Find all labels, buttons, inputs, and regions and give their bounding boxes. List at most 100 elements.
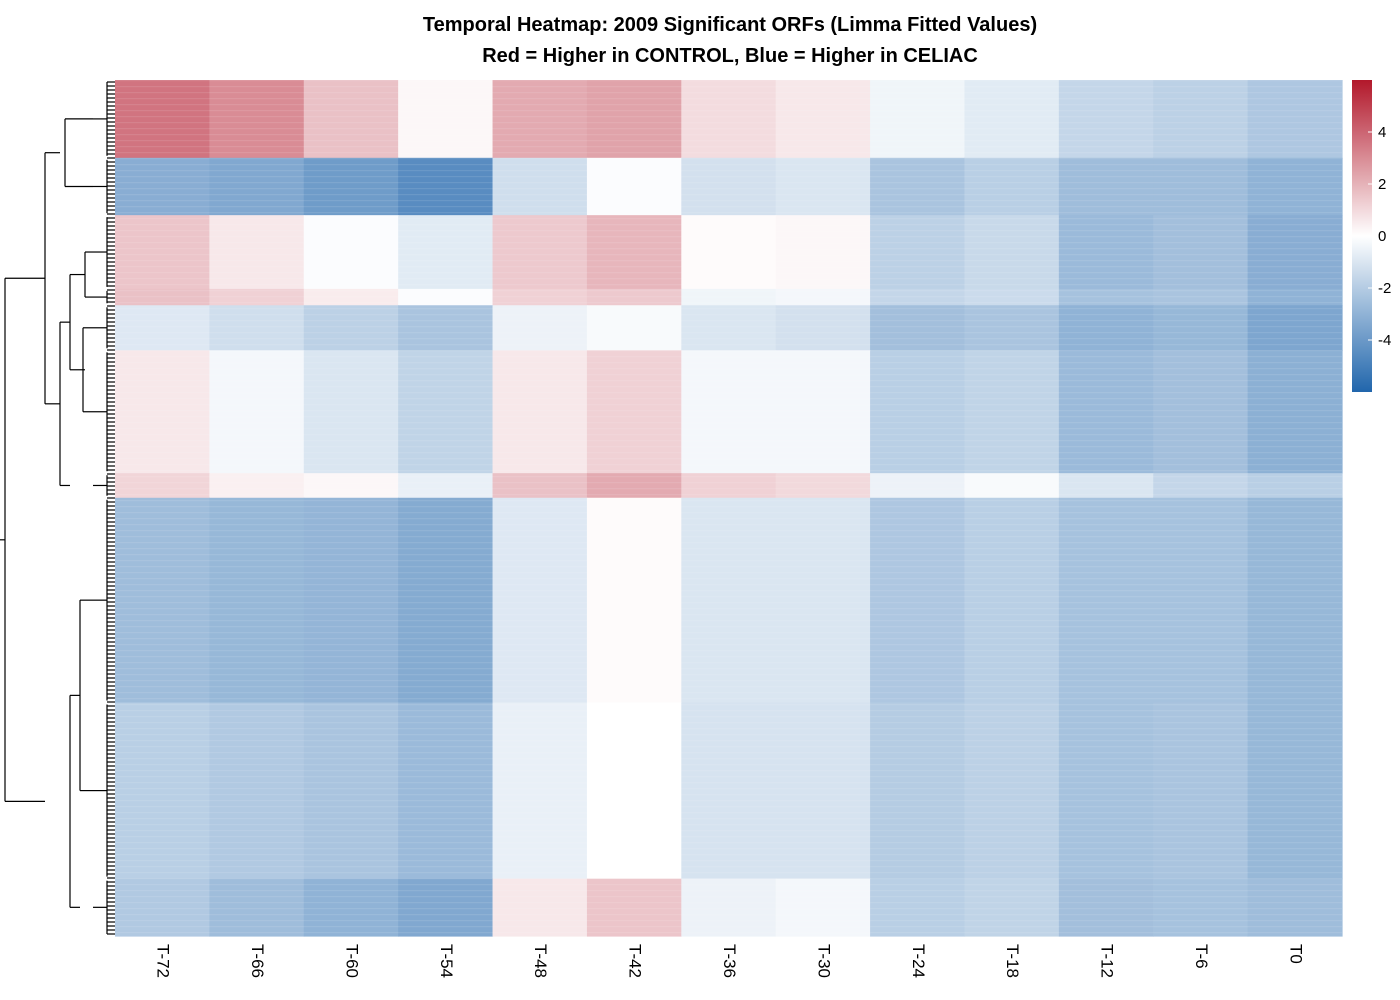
row-dendrogram — [0, 81, 115, 935]
stripe — [115, 98, 1342, 100]
stripe — [115, 782, 1342, 784]
heatmap-cell — [1058, 473, 1154, 499]
stripe — [115, 416, 1342, 418]
stripe — [115, 410, 1342, 412]
heatmap-cell — [492, 157, 588, 216]
heatmap-cell — [115, 497, 210, 704]
heatmap-cell — [492, 350, 588, 474]
heatmap-cell — [398, 215, 494, 290]
stripe — [115, 146, 1342, 148]
stripe — [115, 830, 1342, 832]
column-label: T-60 — [342, 944, 361, 978]
stripe — [115, 752, 1342, 754]
heatmap-cell — [303, 305, 399, 351]
stripe — [115, 254, 1342, 256]
heatmap-cell — [681, 702, 777, 880]
heatmap-cell — [586, 878, 682, 937]
heatmap-cell — [681, 215, 777, 290]
heatmap-cell — [1247, 215, 1343, 290]
heatmap-cell — [1153, 878, 1249, 937]
stripe — [115, 578, 1342, 580]
stripe — [115, 194, 1342, 196]
heatmap-cell — [964, 702, 1060, 880]
stripe — [115, 374, 1342, 376]
heatmap-cell — [115, 473, 210, 499]
stripe — [115, 332, 1342, 334]
heatmap-cell — [398, 350, 494, 474]
heatmap-cell — [209, 497, 305, 704]
column-label: T-36 — [720, 944, 739, 978]
heatmap-cell — [1247, 497, 1343, 704]
stripe — [115, 440, 1342, 442]
heatmap-cell — [1247, 157, 1343, 216]
column-label: T-24 — [909, 944, 928, 978]
stripe — [115, 908, 1342, 910]
heatmap-cell — [1058, 497, 1154, 704]
heatmap-cell — [681, 473, 777, 499]
chart-subtitle: Red = Higher in CONTROL, Blue = Higher i… — [482, 45, 978, 67]
stripe — [115, 920, 1342, 922]
column-label: T-72 — [154, 944, 173, 978]
heatmap-cell — [586, 157, 682, 216]
heatmap-cell — [1153, 80, 1249, 159]
stripe — [115, 926, 1342, 928]
stripe — [115, 866, 1342, 868]
heatmap-cell — [492, 473, 588, 499]
heatmap-cell — [492, 497, 588, 704]
heatmap-cell — [964, 878, 1060, 937]
heatmap-cell — [303, 878, 399, 937]
stripe — [115, 884, 1342, 886]
stripe — [115, 716, 1342, 718]
heatmap-cell — [398, 157, 494, 216]
stripe — [115, 452, 1342, 454]
stripe — [115, 200, 1342, 202]
stripe — [115, 890, 1342, 892]
heatmap-cell — [398, 702, 494, 880]
stripe — [115, 338, 1342, 340]
stripe — [115, 518, 1342, 520]
stripe — [115, 308, 1342, 310]
stripe — [115, 854, 1342, 856]
heatmap-cell — [964, 288, 1060, 306]
stripe — [115, 566, 1342, 568]
chart-title-block: Temporal Heatmap: 2009 Significant ORFs … — [0, 10, 1400, 72]
stripe — [115, 122, 1342, 124]
heatmap-cell — [303, 157, 399, 216]
heatmap-cell — [303, 80, 399, 159]
stripe — [115, 848, 1342, 850]
stripe — [115, 572, 1342, 574]
stripe — [115, 590, 1342, 592]
stripe — [115, 530, 1342, 532]
heatmap-cell — [681, 305, 777, 351]
stripe — [115, 86, 1342, 88]
stripe — [115, 818, 1342, 820]
stripe — [115, 458, 1342, 460]
heatmap-cell — [586, 215, 682, 290]
stripe — [115, 692, 1342, 694]
column-label: T-6 — [1192, 944, 1211, 969]
stripe — [115, 422, 1342, 424]
stripe — [115, 380, 1342, 382]
heatmap-cell — [681, 350, 777, 474]
column-label: T-30 — [814, 944, 833, 978]
heatmap-cell — [1153, 473, 1249, 499]
stripe — [115, 512, 1342, 514]
stripe — [115, 284, 1342, 286]
heatmap-cell — [586, 305, 682, 351]
heatmap-cell — [303, 702, 399, 880]
stripe — [115, 434, 1342, 436]
heatmap-cell — [398, 473, 494, 499]
heatmap-cell — [964, 350, 1060, 474]
heatmap-cell — [1058, 305, 1154, 351]
colorbar-tick-label: -2 — [1378, 280, 1391, 297]
heatmap-cell — [1153, 157, 1249, 216]
stripe — [115, 128, 1342, 130]
heatmap-cell — [1153, 288, 1249, 306]
column-label: T-12 — [1098, 944, 1117, 978]
stripe — [115, 704, 1342, 706]
heatmap-cell — [209, 702, 305, 880]
heatmap-cell — [1247, 350, 1343, 474]
stripe — [115, 722, 1342, 724]
stripe — [115, 632, 1342, 634]
column-label: T0 — [1286, 944, 1305, 964]
